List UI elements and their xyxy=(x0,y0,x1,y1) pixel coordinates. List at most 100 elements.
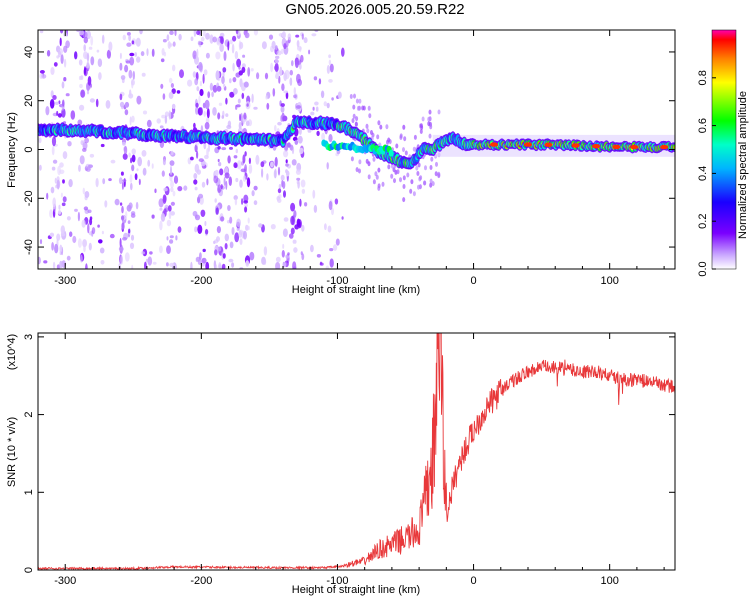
noise-blob xyxy=(377,185,381,191)
noise-blob xyxy=(228,258,234,263)
noise-blob xyxy=(218,262,222,269)
noise-blob xyxy=(105,100,111,109)
noise-blob xyxy=(232,35,237,42)
noise-blob xyxy=(430,156,434,162)
noise-blob xyxy=(205,32,210,40)
noise-blob xyxy=(166,245,171,255)
noise-blob xyxy=(321,132,325,141)
noise-blob xyxy=(289,69,293,76)
noise-blob xyxy=(79,155,85,165)
noise-blob xyxy=(296,177,301,181)
x-tick-label: 100 xyxy=(600,275,618,287)
noise-blob xyxy=(280,105,285,113)
noise-blob xyxy=(194,186,198,191)
noise-blob xyxy=(428,133,432,139)
noise-blob xyxy=(239,113,242,122)
noise-blob xyxy=(60,54,64,65)
noise-blob xyxy=(245,30,248,33)
snr-series xyxy=(38,333,675,570)
noise-blob xyxy=(163,187,168,192)
noise-blob xyxy=(121,222,125,230)
noise-blob xyxy=(196,48,199,58)
noise-blob xyxy=(260,161,265,168)
noise-blob xyxy=(352,104,356,110)
noise-blob xyxy=(59,260,63,269)
noise-blob xyxy=(52,261,56,269)
noise-blob xyxy=(141,150,147,157)
noise-blob xyxy=(124,109,129,116)
noise-blob xyxy=(385,124,389,130)
noise-blob xyxy=(100,260,105,265)
noise-blob xyxy=(199,63,203,73)
noise-blob xyxy=(123,145,128,155)
noise-blob xyxy=(118,177,123,185)
noise-blob xyxy=(341,216,344,220)
noise-blob xyxy=(225,97,228,105)
noise-blob xyxy=(136,56,141,63)
noise-blob xyxy=(266,173,269,181)
noise-blob xyxy=(82,31,88,39)
noise-blob xyxy=(88,164,93,168)
noise-blob xyxy=(52,95,57,100)
noise-blob xyxy=(311,33,317,37)
noise-blob xyxy=(293,94,297,99)
noise-blob xyxy=(424,165,427,171)
noise-blob xyxy=(135,201,139,210)
noise-blob xyxy=(170,180,174,189)
noise-blob xyxy=(82,239,87,248)
noise-blob xyxy=(328,200,333,211)
noise-blob xyxy=(356,105,360,111)
noise-blob xyxy=(274,45,278,50)
snr-line xyxy=(38,333,675,570)
y-tick-label: -40 xyxy=(23,239,35,255)
noise-blob xyxy=(300,251,303,256)
noise-blob xyxy=(167,205,172,212)
noise-blob xyxy=(98,72,102,81)
noise-blob xyxy=(137,156,142,167)
noise-blob xyxy=(231,262,235,268)
noise-blob xyxy=(289,233,294,239)
noise-blob xyxy=(298,127,302,135)
noise-blob xyxy=(201,181,206,188)
noise-blob xyxy=(289,77,293,86)
noise-blob xyxy=(333,244,338,251)
noise-blob xyxy=(402,184,406,189)
noise-blob xyxy=(215,70,220,81)
noise-blob xyxy=(287,142,291,148)
noise-blob xyxy=(50,67,55,75)
noise-blob xyxy=(144,261,147,269)
noise-blob xyxy=(52,197,56,208)
noise-blob xyxy=(231,227,235,235)
noise-blob xyxy=(78,164,81,172)
noise-blob xyxy=(416,171,420,176)
x-tick-label: -200 xyxy=(190,575,212,587)
noise-blob xyxy=(316,254,321,258)
noise-blob xyxy=(242,154,246,164)
noise-blob xyxy=(39,73,44,79)
noise-blob xyxy=(204,122,210,130)
noise-blob xyxy=(278,33,284,37)
noise-blob xyxy=(65,93,70,97)
noise-blob xyxy=(146,119,152,128)
noise-blob xyxy=(263,246,268,256)
noise-blob xyxy=(175,235,178,241)
noise-blob xyxy=(128,69,133,79)
noise-blob xyxy=(337,91,342,99)
noise-blob xyxy=(281,31,286,39)
noise-blob xyxy=(292,239,297,244)
noise-blob xyxy=(95,98,99,108)
noise-blob xyxy=(299,63,302,70)
noise-blob xyxy=(83,51,88,59)
noise-blob xyxy=(109,233,115,239)
noise-blob xyxy=(233,162,238,169)
noise-blob xyxy=(79,83,83,89)
noise-blob xyxy=(229,78,232,84)
noise-blob xyxy=(249,251,255,261)
noise-blob xyxy=(58,204,61,210)
noise-blob xyxy=(280,103,285,107)
noise-blob xyxy=(331,97,334,101)
noise-blob xyxy=(131,164,135,172)
noise-blob xyxy=(77,238,82,248)
noise-blob xyxy=(168,110,172,120)
noise-blob xyxy=(216,37,221,45)
